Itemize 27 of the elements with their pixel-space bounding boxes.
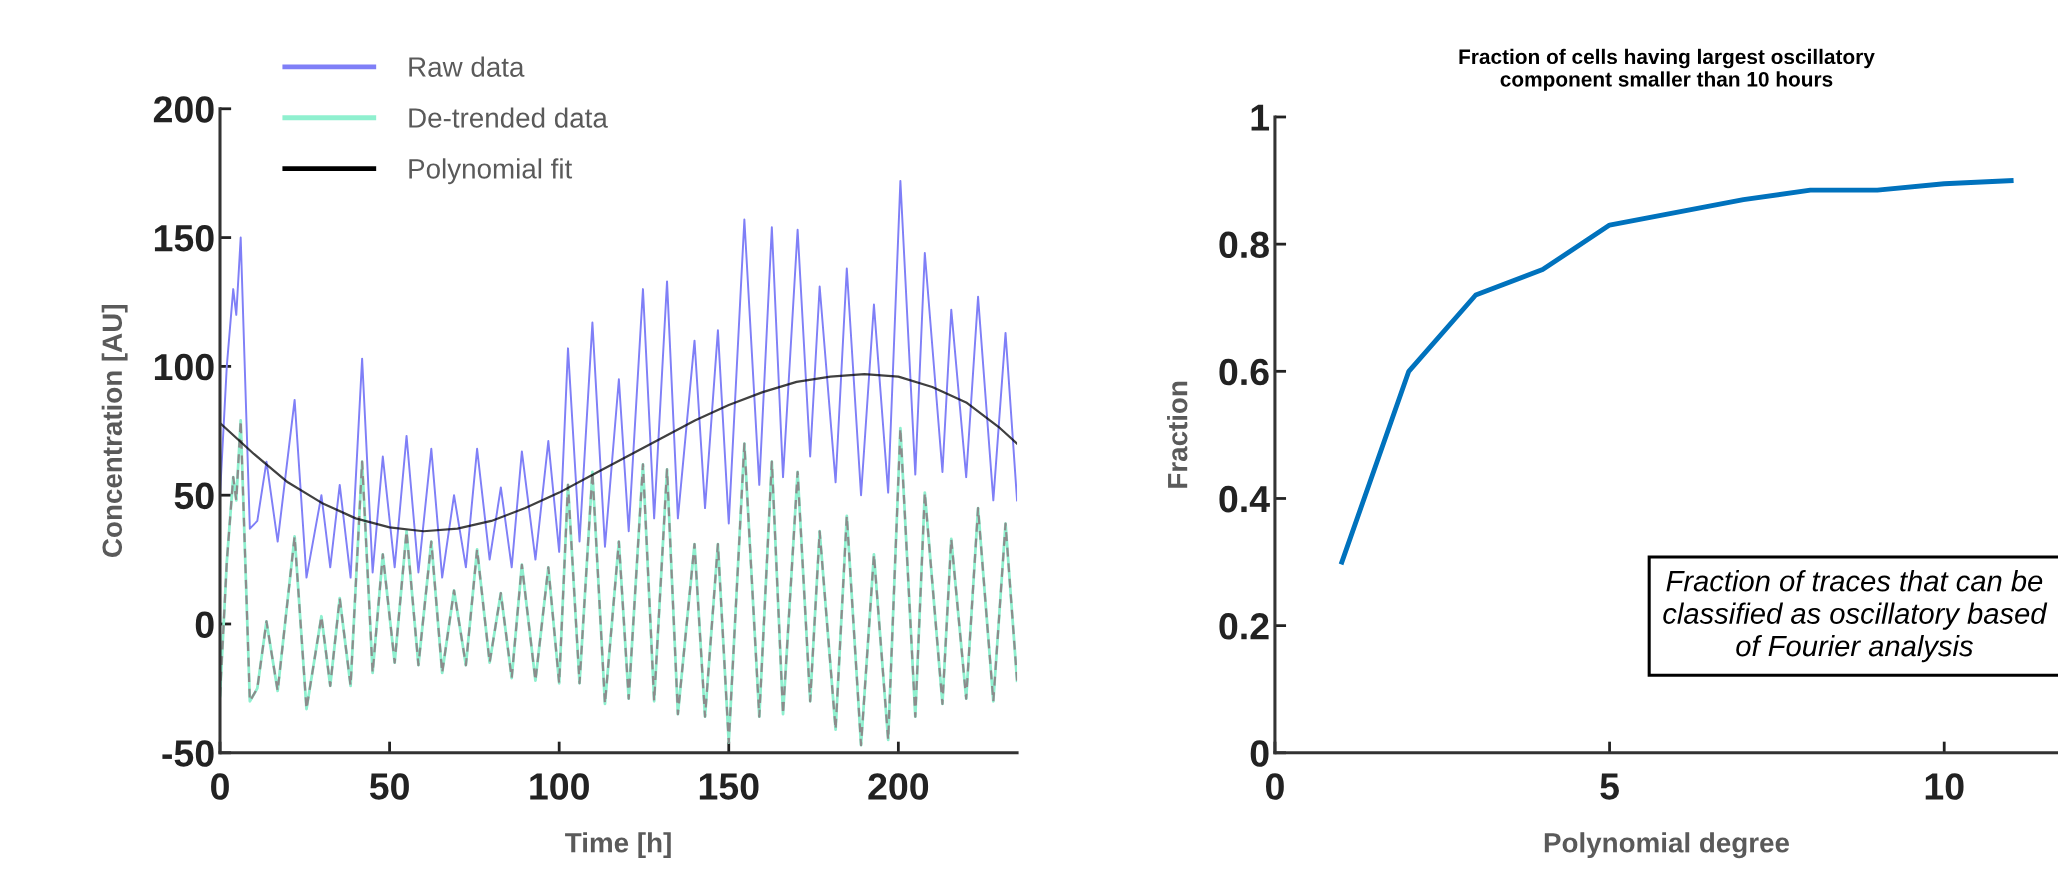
x-tick-label: 150 (699, 773, 759, 800)
y-tick-label: 0.4 (1219, 485, 1270, 513)
y-tick-label: 0.2 (1219, 613, 1269, 640)
legend-label: Polynomial fit (409, 158, 573, 185)
y-tick-label: 0 (195, 611, 214, 638)
y-tick-label: 150 (154, 224, 214, 252)
x-tick-label: 5 (1600, 773, 1619, 800)
x-tick-label: 10 (1925, 773, 1964, 800)
annotation: Fraction of traces that can be classified as oscillatory based of Fourier analysis (1663, 570, 2048, 663)
x-axis-title: Time [h] (565, 832, 671, 859)
y-tick-label: 1 (1251, 104, 1270, 131)
y-tick-label: 0 (1250, 740, 1269, 767)
y-tick-label: -50 (162, 740, 214, 767)
x-tick-label: 200 (868, 773, 929, 800)
y-axis-title: Fraction (1167, 381, 1188, 488)
chart-title: Fraction of cells having largest oscillatory component smaller than 10 hours (1459, 48, 1875, 91)
y-tick-label: 0.6 (1219, 358, 1269, 386)
x-axis-title: Polynomial degree (1544, 832, 1790, 859)
y-tick-label: 50 (174, 482, 214, 510)
x-tick-label: 100 (530, 773, 589, 800)
y-tick-label: 100 (154, 353, 214, 381)
legend-label: De-trended data (409, 107, 608, 128)
x-tick-label: 50 (369, 773, 409, 800)
y-tick-label: 0.8 (1219, 231, 1269, 259)
legend-label: Raw data (409, 56, 525, 77)
y-tick-label: 200 (153, 96, 214, 123)
y-axis-title: Concentration [AU] (101, 305, 128, 557)
